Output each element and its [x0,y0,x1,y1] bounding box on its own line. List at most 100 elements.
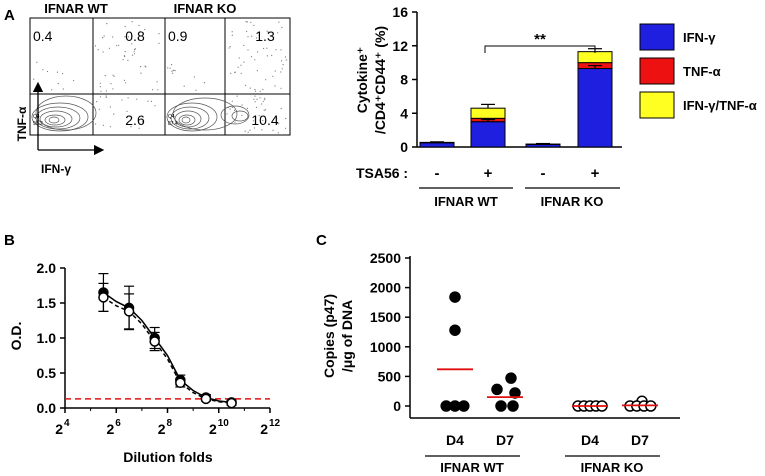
bar-y-tick-label: 8 [400,72,408,88]
flow-event-dot [144,65,146,67]
flow-event-dot [264,109,267,111]
flow-event-dot [254,90,257,92]
flow-event-dot [256,98,258,100]
b-y-tick-label: 0.0 [37,400,57,416]
flow-event-dot [274,70,276,72]
flow-event-dot [42,69,44,71]
bar-segment [470,121,506,148]
flow-event-dot [264,99,266,101]
c-y-ticks: 0 500 1000 1500 2000 2500 [370,250,410,414]
flow-event-dot [141,121,143,123]
flow-event-dot [174,69,176,72]
flow-ylabel: TNF-α [15,106,29,141]
flow-event-dot [116,45,118,47]
flow-event-dot [280,60,283,62]
flow-event-dot [246,30,248,33]
panel-c-label: C [316,232,327,249]
flow-event-dot [265,79,267,81]
flow-event-dot [73,79,75,82]
flow-event-dot [259,39,261,41]
flow-event-dot [251,35,253,37]
flow-event-dot [203,82,206,84]
flow-event-dot [62,72,64,75]
panel-a-bar: Cytokine⁺ /CD4⁺CD44⁺ (%) 0 4 8 12 16 ** TSA5… [354,4,757,209]
flow-event-dot [109,106,111,108]
flow-event-dot [257,51,259,53]
flow-event-dot [108,47,110,49]
significance-label: ** [534,31,546,48]
flow-event-dot [133,51,135,53]
significance-bracket [484,45,596,53]
flow-event-dot [123,55,125,57]
bar-y-tick-label: 16 [392,4,408,20]
legend-label-ifng: IFN-γ [683,30,716,45]
c-group-label-ko: IFNAR KO [581,460,644,475]
panel-c: C Copies (p47) /μg of DNA 0 500 1000 1500 20… [316,232,680,475]
flow-event-dot [274,85,276,87]
flow-event-dot [266,47,268,49]
flow-event-dot [172,69,174,72]
c-data-point [505,372,517,384]
b-y-tick-label: 1.5 [37,295,57,311]
flow-event-dot [228,47,230,49]
flow-event-dot [133,49,136,51]
flow-event-dot [276,122,278,125]
b-data-point [200,393,212,405]
flow-event-dot [144,28,146,31]
flow-event-dot [241,104,243,106]
c-data-point [449,291,461,303]
bar-segment [419,142,455,148]
flow-event-dot [100,90,102,92]
flow-event-dot [272,129,274,131]
flow-event-dot [280,108,282,110]
c-category-label: D7 [496,432,514,448]
flow-event-dot [158,33,160,35]
bar-category-label: + [484,165,493,182]
flow-event-dot [126,110,128,112]
b-series [98,273,237,409]
flow-event-dot [122,59,124,61]
b-data-point [175,377,186,389]
flow-event-dot [254,101,256,103]
flow-event-dot [282,64,284,66]
flow-plot-frame-wt [29,17,166,136]
flow-event-dot [234,121,236,123]
bar-category-labels: - + - + [435,165,600,182]
flow-event-dot [254,89,256,91]
flow-event-dot [156,81,158,83]
flow-event-dot [234,109,236,111]
flow-event-dot [243,44,245,47]
flow-event-dot [275,49,277,51]
flow-event-dot [280,87,282,89]
flow-q-ur-ko: 1.3 [255,28,275,44]
flow-event-dot [247,49,249,51]
flow-event-dot [147,100,149,102]
flow-event-dot [139,30,141,32]
flow-event-dot [253,127,255,129]
flow-event-dot [138,127,140,129]
b-y-tick-label: 0.5 [37,365,57,381]
flow-event-dot [250,21,252,23]
flow-gate-v-ko: 87.4 [168,121,178,127]
flow-event-dot [169,67,171,69]
flow-event-dot [256,37,258,39]
c-category-label: D7 [631,432,649,448]
flow-event-dot [102,51,104,53]
flow-event-dot [127,59,129,62]
flow-event-dot [250,56,253,58]
flow-event-dot [231,34,233,36]
flow-event-dot [172,72,174,74]
flow-event-dot [157,89,159,91]
legend-swatch-tnfa [639,57,675,85]
flow-event-dot [226,113,228,115]
flow-event-dot [140,66,142,68]
flow-event-dot [259,97,261,99]
flow-event-dot [261,129,263,131]
flow-event-dot [136,98,138,100]
flow-event-dot [229,46,231,48]
flow-event-dot [285,127,287,129]
flow-event-dot [124,25,126,28]
flow-event-dot [121,99,123,101]
flow-event-dot [183,85,185,87]
flow-events-wt [33,21,160,129]
